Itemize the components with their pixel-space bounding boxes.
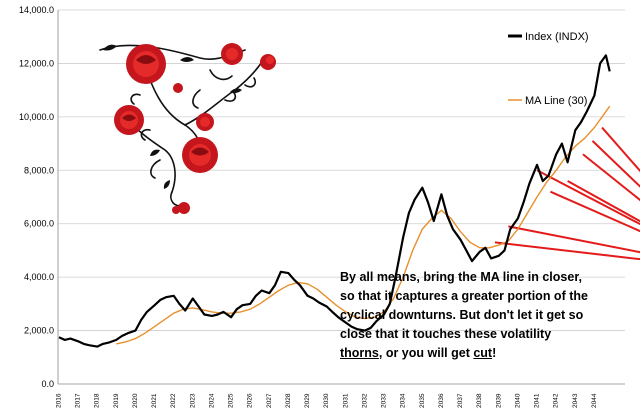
x-tick-label: 2041: [534, 393, 541, 408]
annotation-line-3: cyclical downturns. But don't let it get…: [340, 308, 584, 322]
x-tick-label: 2023: [189, 393, 196, 408]
x-tick-label: 2030: [323, 393, 330, 408]
x-tick-label: 2019: [113, 393, 120, 408]
x-tick-label: 2042: [553, 393, 560, 408]
y-tick-label: 2,000.0: [24, 326, 54, 336]
x-tick-label: 2044: [591, 393, 598, 408]
x-tick-label: 2026: [247, 393, 254, 408]
thorn-line: [582, 153, 640, 202]
y-tick-label: 12,000.0: [19, 58, 54, 68]
series-index-line: [58, 54, 611, 348]
x-tick-label: 2039: [495, 393, 502, 408]
y-tick-label: 0.0: [41, 379, 54, 389]
series-lines: [58, 54, 611, 348]
annotation-line-4: close that it touches these volatility: [340, 327, 552, 341]
annotation-text: By all means, bring the MA line in close…: [340, 268, 636, 363]
thorn-line: [591, 140, 640, 188]
thorn-line: [494, 241, 640, 261]
x-tick-label: 2043: [572, 393, 579, 408]
x-tick-label: 2024: [208, 393, 215, 408]
y-tick-label: 10,000.0: [19, 112, 54, 122]
annotation-exclaim: !: [492, 346, 497, 360]
thorn-line: [601, 126, 640, 173]
thorn-line: [567, 180, 640, 223]
x-tick-label: 2035: [419, 393, 426, 408]
x-tick-label: 2028: [285, 393, 292, 408]
x-tick-label: 2031: [342, 393, 349, 408]
thorn-line: [536, 169, 640, 226]
thorn-line: [508, 225, 640, 254]
x-axis: 2016 2017 2018 2019 2020 2021 2022 2023 2024 2025…: [55, 383, 625, 408]
thorn-line: [550, 190, 640, 233]
x-tick-label: 2033: [381, 393, 388, 408]
x-tick-label: 2038: [476, 393, 483, 408]
x-tick-label: 2027: [266, 393, 273, 408]
annotation-line-1: By all means, bring the MA line in close…: [340, 270, 582, 284]
y-tick-label: 4,000.0: [24, 272, 54, 282]
x-tick-label: 2017: [75, 393, 82, 408]
y-tick-label: 14,000.0: [19, 5, 54, 15]
annotation-thorns-word: thorns: [340, 346, 379, 360]
legend-label-ma: MA Line (30): [525, 95, 587, 107]
legend-label-index: Index (INDX): [525, 31, 589, 43]
annotation-line-2: so that it captures a greater portion of…: [340, 289, 588, 303]
x-tick-label: 2040: [514, 393, 521, 408]
x-tick-label: 2022: [170, 393, 177, 408]
x-tick-label: 2032: [361, 393, 368, 408]
x-tick-label: 2018: [94, 393, 101, 408]
y-tick-label: 8,000.0: [24, 165, 54, 175]
annotation-cut-word: cut: [473, 346, 493, 360]
x-tick-label: 2029: [304, 393, 311, 408]
x-tick-label: 2025: [228, 393, 235, 408]
x-tick-label: 2034: [400, 393, 407, 408]
volatility-thorns: [494, 126, 640, 261]
legend: Index (INDX) MA Line (30): [508, 31, 589, 107]
x-tick-label: 2016: [55, 393, 62, 408]
x-tick-label: 2021: [151, 393, 158, 408]
x-tick-label: 2037: [457, 393, 464, 408]
annotation-line-5: , or you will get: [378, 346, 474, 360]
x-tick-label: 2020: [132, 393, 139, 408]
rose-vine-image: [99, 43, 276, 214]
y-axis: 0.0 2,000.0 4,000.0 6,000.0 8,000.0 10,000.0 1…: [19, 5, 59, 389]
y-tick-label: 6,000.0: [24, 219, 54, 229]
x-tick-label: 2036: [438, 393, 445, 408]
